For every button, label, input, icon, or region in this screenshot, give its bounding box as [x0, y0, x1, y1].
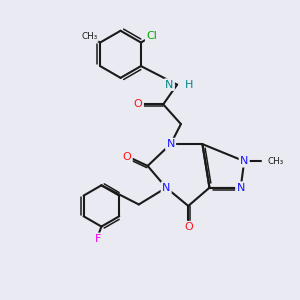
Text: N: N [165, 80, 174, 90]
Text: N: N [240, 156, 248, 166]
Text: O: O [123, 152, 131, 162]
Text: F: F [95, 234, 102, 244]
Text: N: N [236, 183, 245, 193]
Text: Cl: Cl [146, 31, 157, 41]
Text: CH₃: CH₃ [268, 157, 284, 166]
Text: N: N [167, 139, 175, 149]
Text: O: O [184, 222, 193, 232]
Text: H: H [184, 80, 193, 90]
Text: CH₃: CH₃ [81, 32, 98, 41]
Text: N: N [162, 183, 170, 193]
Text: O: O [134, 99, 142, 110]
